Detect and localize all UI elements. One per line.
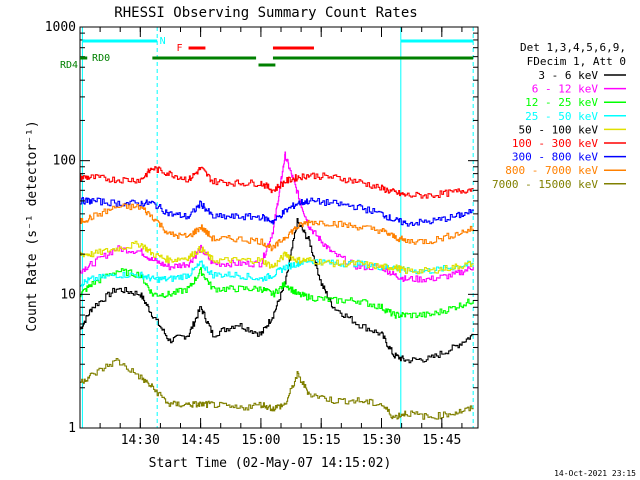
legend-label-2: 12 - 25 keV (525, 96, 598, 109)
series-line-8 (80, 357, 474, 420)
series-line-5 (80, 166, 474, 199)
legend-label-3: 25 - 50 keV (525, 110, 598, 123)
x-tick-label-5: 15:45 (422, 433, 461, 448)
series-line-0 (80, 217, 474, 364)
x-tick-label-1: 14:45 (181, 433, 220, 448)
series-line-6 (80, 197, 474, 227)
y-tick-label-2: 100 (53, 154, 76, 169)
x-tick-label-4: 15:30 (362, 433, 401, 448)
flag-RD4-label: RD4 (60, 60, 78, 71)
legend-label-1: 6 - 12 keV (532, 83, 599, 96)
x-tick-label-2: 15:00 (241, 433, 280, 448)
legend-header-0: Det 1,3,4,5,6,9, (520, 41, 626, 54)
legend: Det 1,3,4,5,6,9,FDecim 1, Att 03 - 6 keV… (492, 41, 626, 191)
series-line-2 (80, 267, 474, 319)
plot-area (80, 27, 474, 428)
x-axis-label: Start Time (02-May-07 14:15:02) (149, 456, 392, 471)
x-tick-label-3: 15:15 (302, 433, 341, 448)
y-tick-label-1: 10 (60, 287, 76, 302)
series-line-1 (80, 151, 474, 283)
footer-timestamp: 14-Oct-2021 23:15 (554, 469, 636, 478)
y-tick-label-0: 1 (68, 421, 76, 436)
series-line-4 (80, 240, 474, 275)
legend-label-4: 50 - 100 keV (519, 123, 599, 136)
legend-label-7: 800 - 7000 keV (505, 164, 598, 177)
axes-frame (79, 26, 479, 429)
series-line-7 (80, 203, 474, 252)
y-axis-label: Count Rate (s⁻¹ detector⁻¹) (25, 120, 40, 331)
legend-label-5: 100 - 300 keV (512, 137, 598, 150)
chart-title: RHESSI Observing Summary Count Rates (114, 5, 417, 21)
legend-header-1: FDecim 1, Att 0 (527, 55, 626, 68)
legend-label-8: 7000 - 15000 keV (492, 178, 598, 191)
y-tick-label-3: 1000 (45, 20, 76, 35)
legend-label-6: 300 - 800 keV (512, 151, 598, 164)
legend-label-0: 3 - 6 keV (538, 69, 598, 82)
flag-N-label: N (160, 36, 166, 47)
flag-RD0-label: RD0 (92, 53, 110, 64)
axes: 1 10 100 1000 14:30 14:45 15:00 15:15 15:30 15:45 (45, 20, 479, 448)
flag-bars: NF RD0 RD4 (60, 36, 474, 71)
flag-F-label: F (176, 43, 182, 54)
x-tick-label-0: 14:30 (121, 433, 160, 448)
